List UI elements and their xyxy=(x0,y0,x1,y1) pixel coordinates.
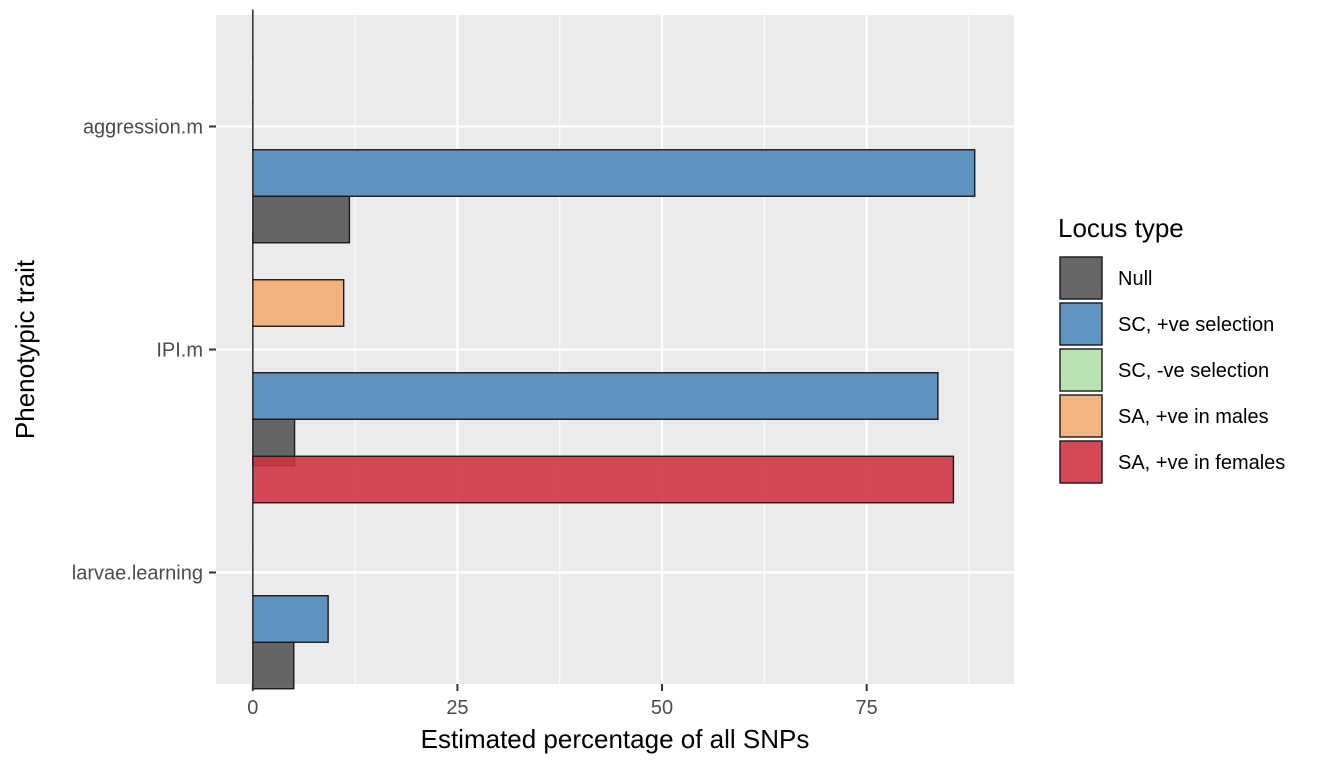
legend-label-sa-ve-in-females: SA, +ve in females xyxy=(1118,452,1285,474)
y-tick-label: aggression.m xyxy=(83,117,203,139)
x-tick-label: 0 xyxy=(247,697,258,719)
bar-ipi-m-sa-ve-in-males xyxy=(253,280,344,327)
y-axis-title: Phenotypic trait xyxy=(10,259,40,439)
legend-label-sc-ve-selection: SC, +ve selection xyxy=(1118,314,1274,336)
x-tick-label: 25 xyxy=(446,697,468,719)
legend-swatch-sc-ve-selection xyxy=(1060,303,1102,345)
x-axis-title: Estimated percentage of all SNPs xyxy=(421,724,810,754)
legend-label-sc-ve-selection: SC, -ve selection xyxy=(1118,360,1269,382)
bar-larvae-learning-sa-ve-in-females xyxy=(253,456,954,503)
legend-swatch-sc-ve-selection xyxy=(1060,349,1102,391)
legend-title: Locus type xyxy=(1058,213,1184,243)
bar-aggression-m-sc-ve-selection xyxy=(253,150,975,197)
bar-larvae-learning-sc-ve-selection xyxy=(253,596,328,643)
x-tick-label: 75 xyxy=(856,697,878,719)
bar-larvae-learning-null xyxy=(253,642,294,689)
y-tick-label: larvae.learning xyxy=(72,563,203,585)
legend-swatch-sa-ve-in-males xyxy=(1060,395,1102,437)
legend-swatch-sa-ve-in-females xyxy=(1060,441,1102,483)
x-tick-label: 50 xyxy=(651,697,673,719)
bar-ipi-m-sc-ve-selection xyxy=(253,373,938,420)
legend-label-null: Null xyxy=(1118,268,1152,290)
legend-swatch-null xyxy=(1060,257,1102,299)
y-tick-label: IPI.m xyxy=(156,340,203,362)
legend: Locus type Null SC, +ve selection SC, -ve … xyxy=(1058,213,1285,484)
bar-aggression-m-null xyxy=(253,196,350,243)
legend-label-sa-ve-in-males: SA, +ve in males xyxy=(1118,406,1269,428)
